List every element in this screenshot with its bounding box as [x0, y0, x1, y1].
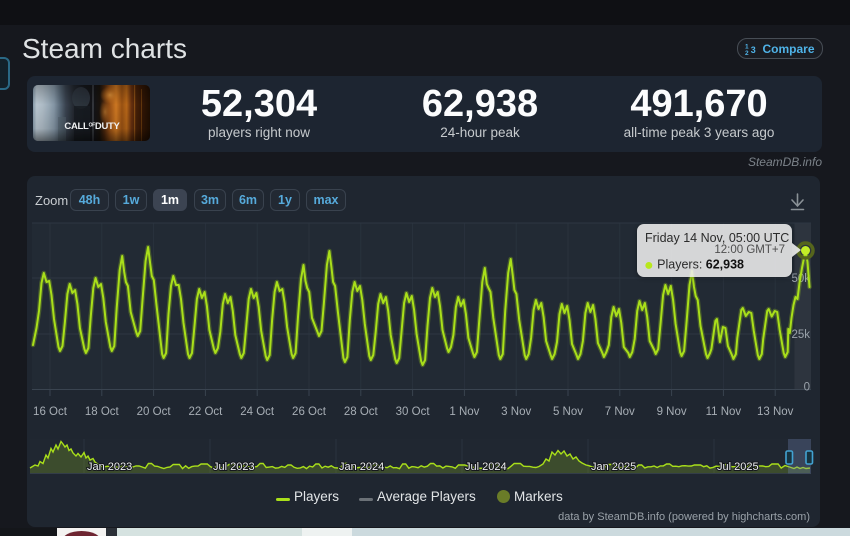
svg-text:CALLOFDUTY: CALLOFDUTY: [64, 121, 120, 132]
svg-text:3: 3: [751, 44, 756, 54]
svg-text:2: 2: [745, 50, 749, 56]
svg-text:1: 1: [745, 43, 749, 50]
